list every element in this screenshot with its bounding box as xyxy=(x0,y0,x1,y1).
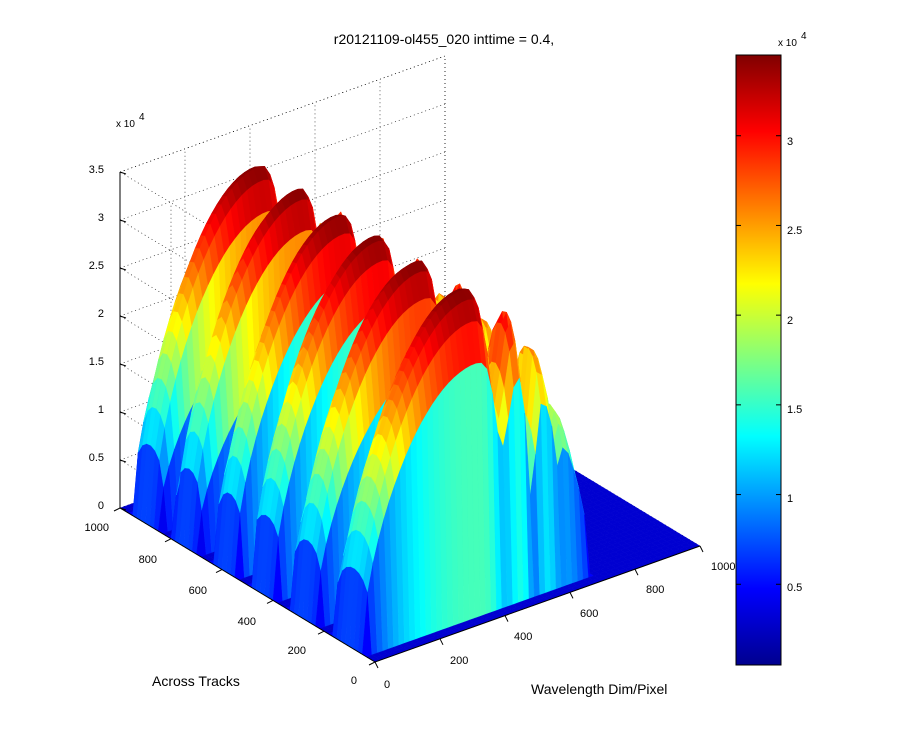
x-tick-mark xyxy=(569,592,574,599)
z-tick-mark xyxy=(119,267,127,271)
x-tick-label: 600 xyxy=(580,608,598,620)
grid-line xyxy=(119,103,446,221)
z-tick-label: 2.5 xyxy=(89,260,104,272)
y-tick-label: 400 xyxy=(238,616,256,628)
axis-lines xyxy=(113,171,704,669)
z-axis-ticks: 0 0.5 1 1.5 2 2.5 3 3.5 xyxy=(89,164,104,512)
surface-plot xyxy=(119,166,701,663)
x-tick-mark xyxy=(699,545,704,553)
colorbar-tick-label: 3 xyxy=(787,136,793,148)
y-tick-mark xyxy=(317,630,325,635)
x-axis-label: Wavelength Dim/Pixel xyxy=(531,681,667,697)
z-tick-label: 1 xyxy=(98,404,104,416)
chart-title: r20121109-ol455_020 inttime = 0.4, xyxy=(334,31,554,47)
x-tick-label: 1000 xyxy=(711,561,735,573)
x-tick-mark xyxy=(439,638,444,646)
x-tick-label: 0 xyxy=(384,679,390,691)
colorbar-tick-marks xyxy=(736,135,781,585)
x-tick-label: 200 xyxy=(450,655,468,667)
x-tick-label: 800 xyxy=(646,584,664,596)
z-tick-mark xyxy=(119,363,127,367)
x-tick-label: 400 xyxy=(514,631,532,643)
y-axis-label: Across Tracks xyxy=(152,673,240,689)
colorbar-tick-label: 1.5 xyxy=(787,404,802,416)
z-tick-mark xyxy=(119,315,127,319)
colorbar-tick-label: 2.5 xyxy=(787,225,802,237)
z-tick-label: 2 xyxy=(98,308,104,320)
y-tick-label: 600 xyxy=(189,585,207,597)
colorbar-tick-label: 0.5 xyxy=(787,582,802,594)
z-tick-mark xyxy=(119,171,127,175)
z-tick-label: 0 xyxy=(98,500,104,512)
z-tick-label: 1.5 xyxy=(89,356,104,368)
y-tick-mark xyxy=(368,661,376,666)
x-tick-mark xyxy=(374,661,379,669)
grid-line xyxy=(119,55,446,173)
y-axis-ticks: 0 200 400 600 800 1000 xyxy=(85,522,357,687)
y-tick-mark xyxy=(164,538,172,543)
y-tick-label: 800 xyxy=(139,554,157,566)
y-tick-label: 1000 xyxy=(85,522,109,534)
y-tick-mark xyxy=(266,599,274,604)
colorbar-gradient xyxy=(735,54,782,666)
x-tick-mark xyxy=(504,615,509,622)
y-tick-mark xyxy=(113,507,121,512)
x-tick-mark xyxy=(634,568,639,576)
z-tick-mark xyxy=(119,507,127,511)
z-tick-label: 3.5 xyxy=(89,164,104,176)
colorbar: 0.5 1 1.5 2 2.5 3 x 10 4 xyxy=(735,31,807,666)
y-tick-mark xyxy=(215,569,223,574)
y-axis-line xyxy=(119,507,376,663)
colorbar-tick-label: 2 xyxy=(787,315,793,327)
svg-text:x 10: x 10 xyxy=(778,38,797,49)
z-tick-mark xyxy=(119,411,127,415)
z-tick-mark xyxy=(119,459,127,463)
z-tick-label: 0.5 xyxy=(89,452,104,464)
svg-text:4: 4 xyxy=(801,31,807,42)
colorbar-tick-label: 1 xyxy=(787,493,793,505)
x-axis-ticks: 0 200 400 600 800 1000 xyxy=(384,561,735,691)
y-tick-label: 0 xyxy=(351,675,357,687)
svg-text:4: 4 xyxy=(139,112,145,123)
x-axis-line xyxy=(374,545,701,663)
colorbar-multiplier: x 10 4 xyxy=(778,31,807,49)
z-tick-mark xyxy=(119,219,127,223)
z-axis-multiplier: x 10 4 xyxy=(116,112,145,130)
svg-text:x 10: x 10 xyxy=(116,119,135,130)
y-tick-label: 200 xyxy=(288,645,306,657)
z-tick-label: 3 xyxy=(98,212,104,224)
